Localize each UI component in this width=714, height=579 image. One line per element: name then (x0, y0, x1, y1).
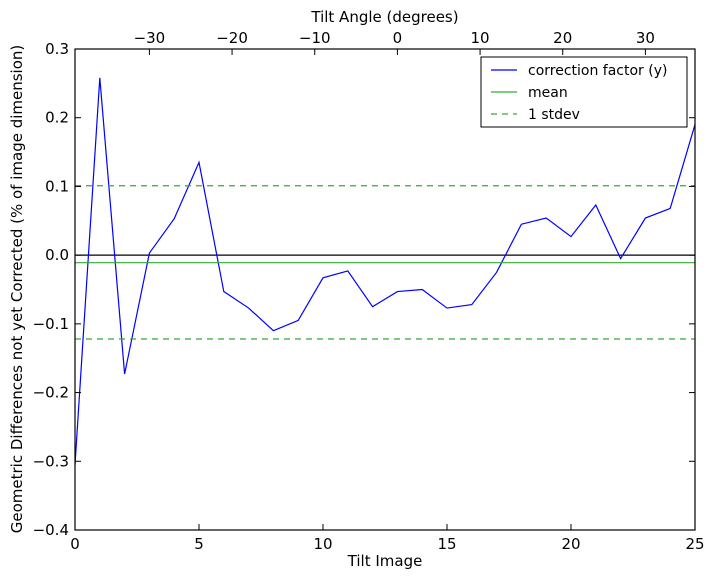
x-axis-label: Tilt Image (347, 552, 423, 570)
top-tick-label: −20 (216, 29, 248, 47)
top-tick-label: −10 (299, 29, 331, 47)
top-tick-label: −30 (134, 29, 166, 47)
plot-area: 0 5 10 15 20 25 −30 −20 −10 0 10 20 30 −0.4 −0.3 −0.2 −0… (33, 29, 705, 553)
y-tick-label: 0.0 (45, 246, 69, 264)
legend-label-stdev: 1 stdev (528, 107, 580, 123)
y-tick-label: 0.1 (45, 177, 69, 195)
y-tick-label: −0.2 (33, 384, 69, 402)
legend-label-correction: correction factor (y) (528, 63, 667, 79)
x-tick-label: 5 (194, 535, 204, 553)
y-tick-label: −0.4 (33, 521, 69, 539)
y-tick-label: −0.1 (33, 315, 69, 333)
series-line-correction-factor (74, 77, 696, 465)
top-tick-label: 30 (636, 29, 655, 47)
x-tick-label: 20 (561, 535, 580, 553)
y-axis-label: Geometric Differences not yet Corrected … (8, 45, 26, 534)
legend: correction factor (y) mean 1 stdev (480, 56, 688, 128)
plot-frame (74, 48, 696, 531)
top-tick-label: 10 (471, 29, 490, 47)
top-tick-label: 0 (393, 29, 403, 47)
y-tick-label: 0.3 (45, 40, 69, 58)
y-tick-label: −0.3 (33, 452, 69, 470)
x-tick-label: 0 (70, 535, 80, 553)
top-tick-label: 20 (553, 29, 572, 47)
y-tick-label: 0.2 (45, 109, 69, 127)
legend-label-mean: mean (528, 85, 568, 101)
x-tick-label: 25 (685, 535, 704, 553)
x-tick-label: 15 (437, 535, 456, 553)
x-tick-label: 10 (313, 535, 332, 553)
top-axis-label: Tilt Angle (degrees) (310, 8, 458, 26)
